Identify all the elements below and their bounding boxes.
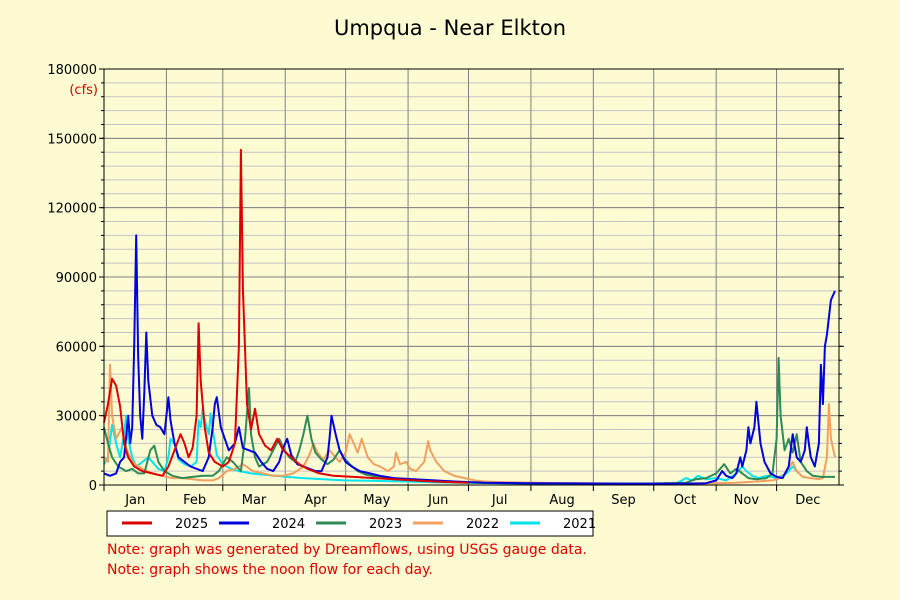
y-axis-unit: (cfs) xyxy=(69,83,98,98)
x-month-label: Aug xyxy=(549,493,574,508)
legend-label-2022: 2022 xyxy=(466,517,499,532)
legend-label-2023: 2023 xyxy=(369,517,402,532)
x-month-label: Sep xyxy=(611,493,636,508)
x-month-label: Dec xyxy=(795,493,820,508)
x-month-label: Oct xyxy=(674,493,696,508)
series-line-2024 xyxy=(103,234,836,485)
x-month-label: Jul xyxy=(491,493,508,508)
x-month-label: Nov xyxy=(734,493,760,508)
note-noon-flow: Note: graph shows the noon flow for each… xyxy=(107,562,433,578)
y-tick-label: 0 xyxy=(89,479,97,494)
y-tick-label: 60000 xyxy=(56,340,97,355)
note-data-source: Note: graph was generated by Dreamflows,… xyxy=(107,542,587,558)
legend-label-2025: 2025 xyxy=(175,517,208,532)
legend-label-2024: 2024 xyxy=(272,517,305,532)
x-axis: Jan Feb Mar Apr May Jun Jul Aug Sep Oct Nov Dec xyxy=(103,485,820,508)
y-tick-label: 180000 xyxy=(47,63,97,78)
chart-title: Umpqua - Near Elkton xyxy=(334,16,566,40)
grid xyxy=(104,68,839,486)
y-tick-label: 90000 xyxy=(56,271,97,286)
y-tick-label: 30000 xyxy=(56,410,97,425)
legend-label-2021: 2021 xyxy=(563,517,596,532)
y-axis: 0 30000 60000 90000 120000 150000 180000 xyxy=(47,63,844,494)
x-month-label: Jan xyxy=(124,493,145,508)
y-tick-label: 120000 xyxy=(47,202,97,217)
series-layer xyxy=(103,148,836,485)
x-month-label: Feb xyxy=(183,493,206,508)
x-month-label: May xyxy=(363,493,390,508)
x-month-label: Mar xyxy=(242,493,267,508)
y-tick-label: 150000 xyxy=(47,132,97,147)
series-line-2021 xyxy=(103,407,800,485)
legend: 2025 2024 2023 2022 2021 xyxy=(106,510,596,537)
series-line-2025 xyxy=(103,148,469,484)
series-line-2022 xyxy=(103,363,836,485)
x-month-label: Jun xyxy=(427,493,448,508)
x-month-label: Apr xyxy=(304,493,327,508)
